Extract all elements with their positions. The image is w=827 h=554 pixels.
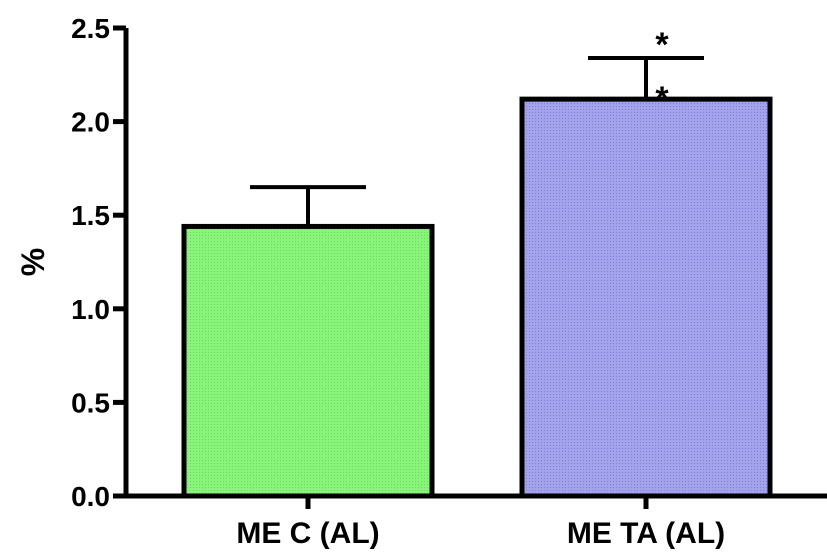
y-tick-label: 2.5 (71, 13, 110, 44)
y-tick-label: 1.5 (71, 200, 110, 231)
y-tick-label: 1.0 (71, 294, 110, 325)
y-axis-title: % (15, 248, 51, 276)
y-tick-label: 0.0 (71, 481, 110, 512)
y-tick-label: 2.0 (71, 107, 110, 138)
y-tick-label: 0.5 (71, 387, 110, 418)
y-ticks-layer: 0.0 0.5 1.0 1.5 2.0 2.5 (71, 13, 126, 512)
significance-asterisk: * (655, 26, 669, 64)
x-ticks-layer: ME C (AL) ME TA (AL) (236, 496, 725, 550)
bars-layer (181, 96, 773, 499)
annotations-layer: ** (655, 26, 669, 118)
error-bars-layer (250, 55, 704, 227)
x-tick-label: ME C (AL) (236, 517, 379, 550)
significance-asterisk: * (655, 80, 669, 118)
x-tick-label: ME TA (AL) (567, 517, 725, 550)
bar-me-c-al (181, 223, 435, 499)
bar-me-ta-al (519, 96, 773, 499)
